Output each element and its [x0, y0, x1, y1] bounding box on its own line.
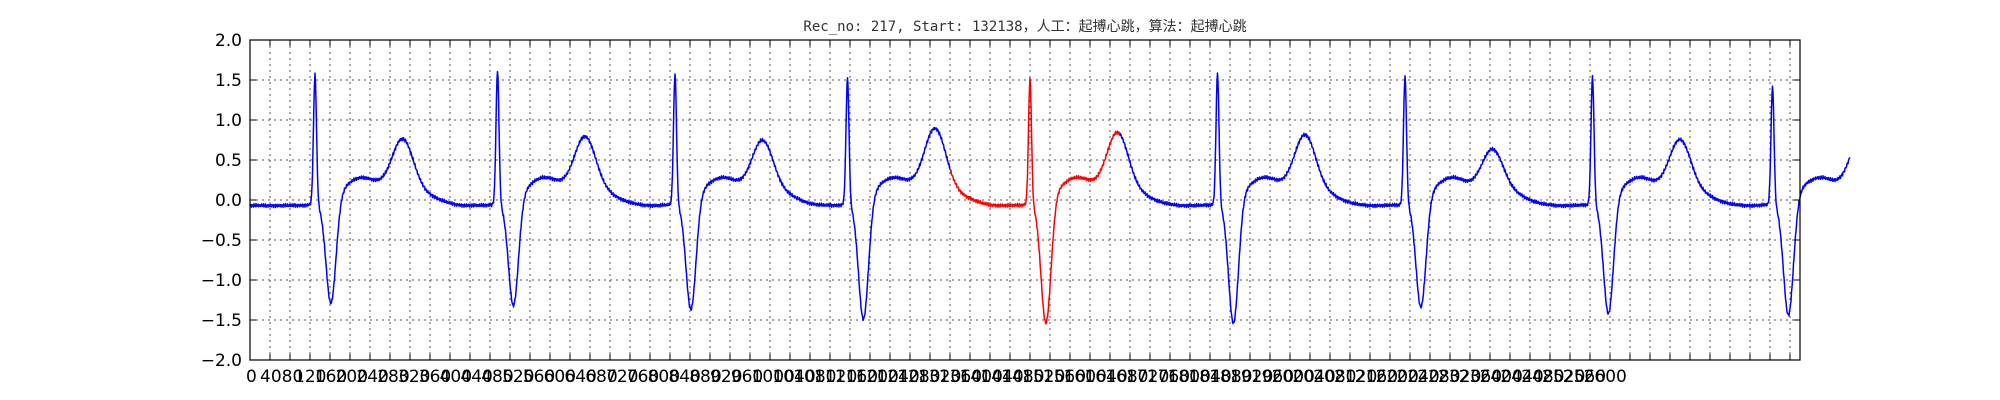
- trace-highlighted-beat: [949, 77, 1121, 325]
- y-tick-label: 0.0: [215, 191, 242, 211]
- x-tick-label: 1520: [1022, 367, 1065, 387]
- x-tick-label: 1480: [1001, 367, 1044, 387]
- x-tick-label: 640: [564, 367, 596, 387]
- x-tick-label: 2400: [1480, 367, 1523, 387]
- x-tick-label: 1960: [1251, 367, 1294, 387]
- x-tick-label: 2240: [1396, 367, 1439, 387]
- y-tick-label: −1.0: [201, 271, 242, 291]
- x-tick-label: 2200: [1376, 367, 1419, 387]
- x-tick-label: 480: [481, 367, 513, 387]
- x-tick-label: 1040: [772, 367, 815, 387]
- x-tick-label: 1920: [1230, 367, 1273, 387]
- x-tick-label: 2000: [1272, 367, 1315, 387]
- x-tick-label: 600: [544, 367, 576, 387]
- x-tick-label: 1640: [1084, 367, 1127, 387]
- y-tick-label: −1.5: [201, 311, 242, 331]
- y-tick-label: 1.0: [215, 111, 242, 131]
- x-tick-label: 2440: [1500, 367, 1543, 387]
- x-tick-label: 1000: [752, 367, 795, 387]
- x-tick-label: 1840: [1188, 367, 1231, 387]
- x-tick-label: 280: [377, 367, 409, 387]
- x-tick-label: 2600: [1584, 367, 1627, 387]
- x-tick-label: 1600: [1064, 367, 1107, 387]
- x-tick-label: 760: [627, 367, 659, 387]
- ecg-trace: [249, 70, 1851, 325]
- x-tick-label: 560: [523, 367, 555, 387]
- x-tick-label: 2040: [1292, 367, 1335, 387]
- x-tick-label: 2320: [1438, 367, 1481, 387]
- x-tick-label: 200: [336, 367, 368, 387]
- x-tick-label: 1320: [918, 367, 961, 387]
- x-tick-label: 1280: [897, 367, 940, 387]
- x-tick-label: 1200: [856, 367, 899, 387]
- x-tick-label: 1720: [1126, 367, 1169, 387]
- x-tick-label: 2480: [1521, 367, 1564, 387]
- x-tick-label: 400: [440, 367, 472, 387]
- y-tick-label: 0.5: [215, 151, 242, 171]
- y-axis-ticks: 2.0 1.5 1.0 0.5 0.0 −0.5 −1.0 −1.5 −2.0: [201, 31, 1800, 371]
- x-axis-ticks: 0 408012016020024028032036040044048052056…: [246, 40, 1791, 387]
- x-tick-label: 880: [689, 367, 721, 387]
- x-tick-label: 1560: [1043, 367, 1086, 387]
- x-tick-label: 1800: [1168, 367, 1211, 387]
- x-tick-label: 360: [419, 367, 451, 387]
- x-tick-label: 920: [710, 367, 742, 387]
- trace-normal-after: [1119, 72, 1851, 325]
- x-tick-label: 800: [648, 367, 680, 387]
- x-tick-label: 2160: [1355, 367, 1398, 387]
- x-tick-label: 1440: [980, 367, 1023, 387]
- x-tick-label: 1160: [835, 367, 878, 387]
- x-tick-label: 960: [731, 367, 763, 387]
- x-tick-label: 2080: [1313, 367, 1356, 387]
- x-tick-label: 2280: [1417, 367, 1460, 387]
- x-tick-label: 120: [294, 367, 326, 387]
- grid-lines: [249, 39, 1800, 361]
- x-tick-label: 240: [356, 367, 388, 387]
- x-tick-label: 4080: [260, 367, 303, 387]
- x-tick-label: 1080: [793, 367, 836, 387]
- x-tick-label: 1120: [814, 367, 857, 387]
- chart-title: Rec_no: 217, Start: 132138，人工：起搏心跳，算法：起搏…: [803, 18, 1246, 35]
- x-tick-label: 520: [502, 367, 534, 387]
- x-tick-label: 440: [460, 367, 492, 387]
- x-tick-label: 1240: [876, 367, 919, 387]
- trace-normal-before: [249, 70, 951, 322]
- x-tick-label: 2120: [1334, 367, 1377, 387]
- x-tick-label: 320: [398, 367, 430, 387]
- x-tick-label: 1360: [939, 367, 982, 387]
- x-tick-label: 1680: [1105, 367, 1148, 387]
- x-tick-label: 2560: [1563, 367, 1606, 387]
- x-tick-label: 1400: [960, 367, 1003, 387]
- y-tick-label: −0.5: [201, 231, 242, 251]
- y-tick-label: −2.0: [201, 351, 242, 371]
- x-tick-label: 1880: [1209, 367, 1252, 387]
- x-tick-label: 0: [246, 367, 257, 387]
- x-tick-label: 720: [606, 367, 638, 387]
- x-tick-label: 680: [585, 367, 617, 387]
- x-tick-label: 1760: [1147, 367, 1190, 387]
- y-tick-label: 2.0: [215, 31, 242, 51]
- x-tick-label: 840: [668, 367, 700, 387]
- x-tick-label: 2360: [1459, 367, 1502, 387]
- y-tick-label: 1.5: [215, 71, 242, 91]
- x-tick-label: 160: [315, 367, 347, 387]
- x-tick-label: 2520: [1542, 367, 1585, 387]
